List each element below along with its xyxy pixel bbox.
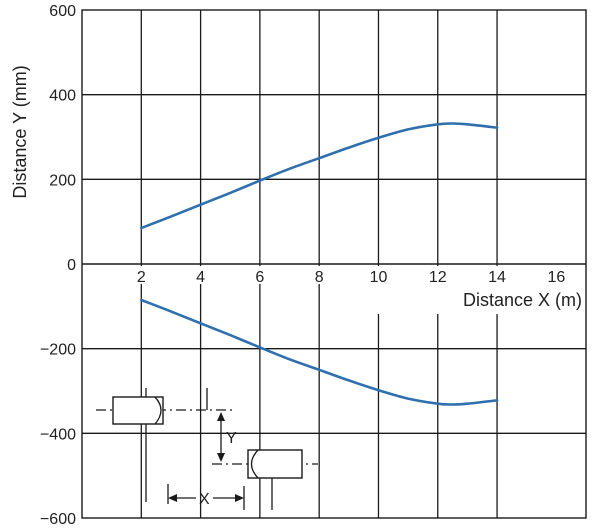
y-tick-label: 600 (49, 3, 76, 20)
y-tick-label: −200 (40, 342, 76, 359)
x-tick-label: 16 (547, 269, 565, 286)
lower-curve (140, 298, 499, 406)
y-axis-title: Distance Y (mm) (10, 65, 30, 198)
y-dimension-label: Y (226, 430, 237, 447)
upper-curve (140, 122, 499, 230)
grid (81, 9, 587, 519)
y-tick-label: 200 (49, 172, 76, 189)
x-tick-label: 6 (255, 269, 264, 286)
x-tick-label: 14 (488, 269, 506, 286)
x-tick-label: 4 (196, 269, 205, 286)
x-tick-label: 10 (370, 269, 388, 286)
x-arrowhead-left (168, 494, 177, 502)
y-tick-label: −600 (40, 511, 76, 527)
series-layer (140, 122, 499, 406)
y-tick-label: 0 (67, 257, 76, 274)
tick-labels: 600 400 200 0 −200 −400 −600 2 4 6 8 10 12 14 16 (40, 3, 565, 528)
right-component-body (247, 449, 303, 479)
x-arrowhead-right (235, 494, 244, 502)
y-tick-label: −400 (40, 426, 76, 443)
offset-schematic: Y X (96, 388, 318, 510)
x-tick-label: 2 (137, 269, 146, 286)
y-tick-label: 400 (49, 88, 76, 105)
x-tick-label: 8 (315, 269, 324, 286)
left-component-body (112, 396, 164, 425)
x-axis-title: Distance X (m) (463, 290, 582, 310)
y-arrowhead-bottom (217, 453, 225, 462)
x-tick-label: 12 (429, 269, 447, 286)
right-component-lens (250, 449, 259, 479)
y-arrowhead-top (217, 412, 225, 421)
left-component-lens (154, 396, 162, 425)
x-dimension-label: X (199, 491, 210, 508)
